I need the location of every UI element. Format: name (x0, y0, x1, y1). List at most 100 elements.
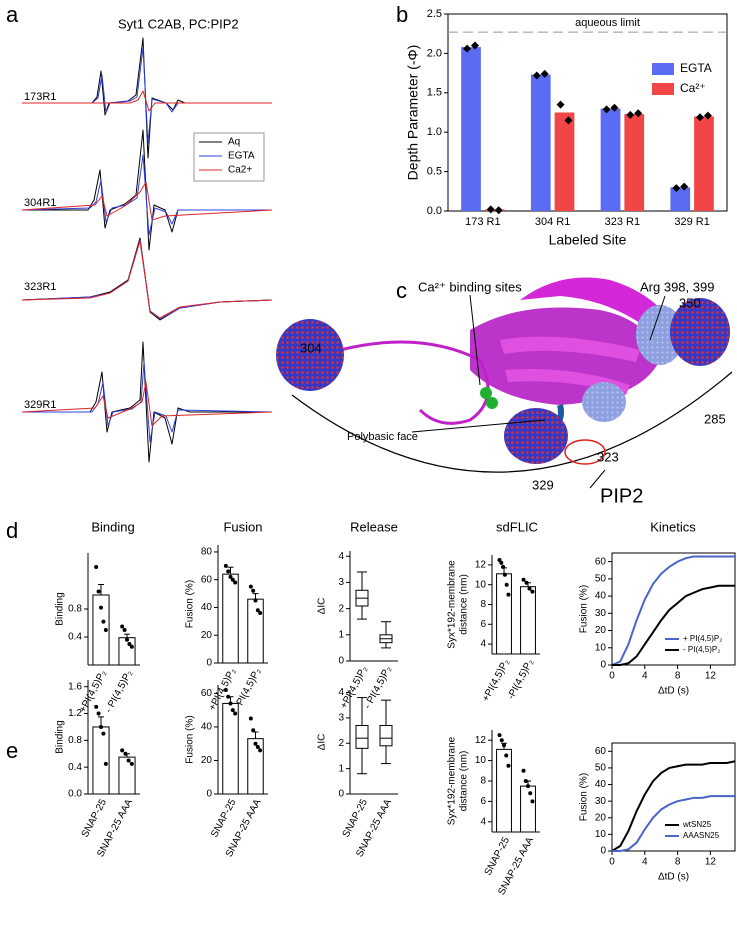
y-tick-label: 0.5 (427, 166, 442, 178)
x-tick-label: 12 (705, 671, 717, 682)
y-tick-label: 0 (338, 789, 344, 800)
y-tick-label: 1.2 (68, 708, 82, 719)
panel-label: d (6, 518, 18, 543)
y-tick-label: 50 (595, 573, 607, 584)
data-point (129, 761, 134, 766)
row-title: Release (350, 519, 398, 534)
data-point (521, 577, 526, 582)
y-tick-label: 6 (480, 796, 486, 807)
data-point (504, 582, 509, 587)
y-tick-label: 12 (475, 735, 487, 746)
y-axis-label: distance (nm) (459, 574, 470, 635)
site-label: 304R1 (24, 197, 56, 209)
y-tick-label: 50 (595, 763, 607, 774)
spin-label-cloud (504, 408, 568, 464)
y-axis-label: Binding (55, 592, 66, 625)
leader-line (469, 294, 481, 386)
reference-label: aqueous limit (575, 17, 640, 29)
y-tick-label: 1 (338, 629, 344, 640)
spectrum-trace (22, 37, 272, 159)
y-axis-label: distance (nm) (459, 751, 470, 812)
data-point (253, 741, 258, 746)
protein-ribbon (505, 369, 630, 395)
data-point (127, 642, 132, 646)
data-point (248, 716, 253, 721)
x-tick-label: 0 (609, 857, 615, 868)
data-point (226, 694, 231, 699)
data-point (486, 205, 495, 214)
data-point (634, 109, 643, 118)
panel-label: a (6, 2, 19, 27)
calcium-ion (480, 387, 492, 399)
box (379, 725, 393, 747)
structure-label: Arg 398, 399 (640, 279, 714, 294)
data-point (120, 748, 125, 753)
y-axis-label: Fusion (%) (185, 580, 196, 628)
data-point (103, 761, 108, 766)
bar (694, 116, 714, 211)
spectrum-trace (22, 341, 272, 463)
data-point (499, 738, 504, 743)
protein-ribbon (520, 277, 670, 330)
row-title: Binding (91, 519, 134, 534)
bar (496, 748, 512, 833)
y-tick-label: 40 (595, 591, 607, 602)
bar (496, 573, 512, 655)
y-tick-label: 1.0 (427, 126, 442, 138)
data-point (99, 605, 103, 610)
bar (520, 586, 536, 655)
plot-frame (447, 13, 728, 212)
data-point (258, 611, 263, 616)
bar (247, 598, 264, 664)
x-tick-label: 0 (609, 671, 615, 682)
data-point (122, 628, 127, 632)
data-point (223, 563, 228, 568)
y-tick-label: 40 (201, 602, 213, 613)
data-point (523, 779, 528, 783)
panel-label: e (6, 738, 18, 763)
y-tick-label: 2.5 (427, 8, 442, 20)
row-title: Kinetics (650, 519, 696, 534)
x-tick-label: 304 R1 (535, 216, 570, 228)
y-tick-label: 0.8 (68, 604, 82, 615)
y-tick-label: 1.5 (427, 87, 442, 99)
spectrum (21, 237, 273, 321)
x-tick-label: SNAP-25 (80, 797, 109, 839)
bar (461, 47, 481, 211)
legend-box (193, 132, 265, 182)
data-point (602, 105, 611, 114)
y-tick-label: 10 (475, 755, 487, 766)
y-axis-label: Syx*192-membrane (447, 736, 458, 825)
spectrum-trace (21, 154, 272, 236)
spectrum-trace (22, 361, 273, 443)
y-tick-label: 0 (600, 846, 606, 857)
spectrum (21, 129, 273, 251)
bar (247, 738, 264, 795)
legend-label: wtSN25 (682, 820, 712, 829)
spectrum-trace (22, 90, 272, 112)
pip2-marker (564, 439, 606, 465)
panel-label: c (396, 278, 407, 303)
y-tick-label: 0.0 (427, 205, 442, 217)
data-point (526, 784, 530, 789)
data-point (463, 44, 472, 53)
legend-swatch (652, 83, 674, 95)
bar (222, 573, 239, 664)
x-tick-label: - PI(4,5)P₂ (103, 668, 135, 714)
data-point (230, 577, 235, 582)
data-point (94, 704, 99, 709)
y-tick-label: 20 (595, 812, 607, 823)
x-tick-label: 4 (642, 857, 648, 868)
y-tick-label: 1.6 (68, 681, 82, 692)
y-tick-label: 8 (480, 599, 486, 610)
data-point (125, 637, 129, 642)
y-tick-label: 30 (595, 796, 607, 807)
data-point (506, 592, 511, 597)
y-tick-label: 0.4 (68, 762, 82, 773)
data-point (556, 100, 565, 109)
data-point (626, 110, 635, 119)
legend-label: - PI(4,5)P₂ (683, 645, 720, 654)
y-axis-label: Binding (55, 720, 66, 753)
data-point (120, 624, 125, 629)
